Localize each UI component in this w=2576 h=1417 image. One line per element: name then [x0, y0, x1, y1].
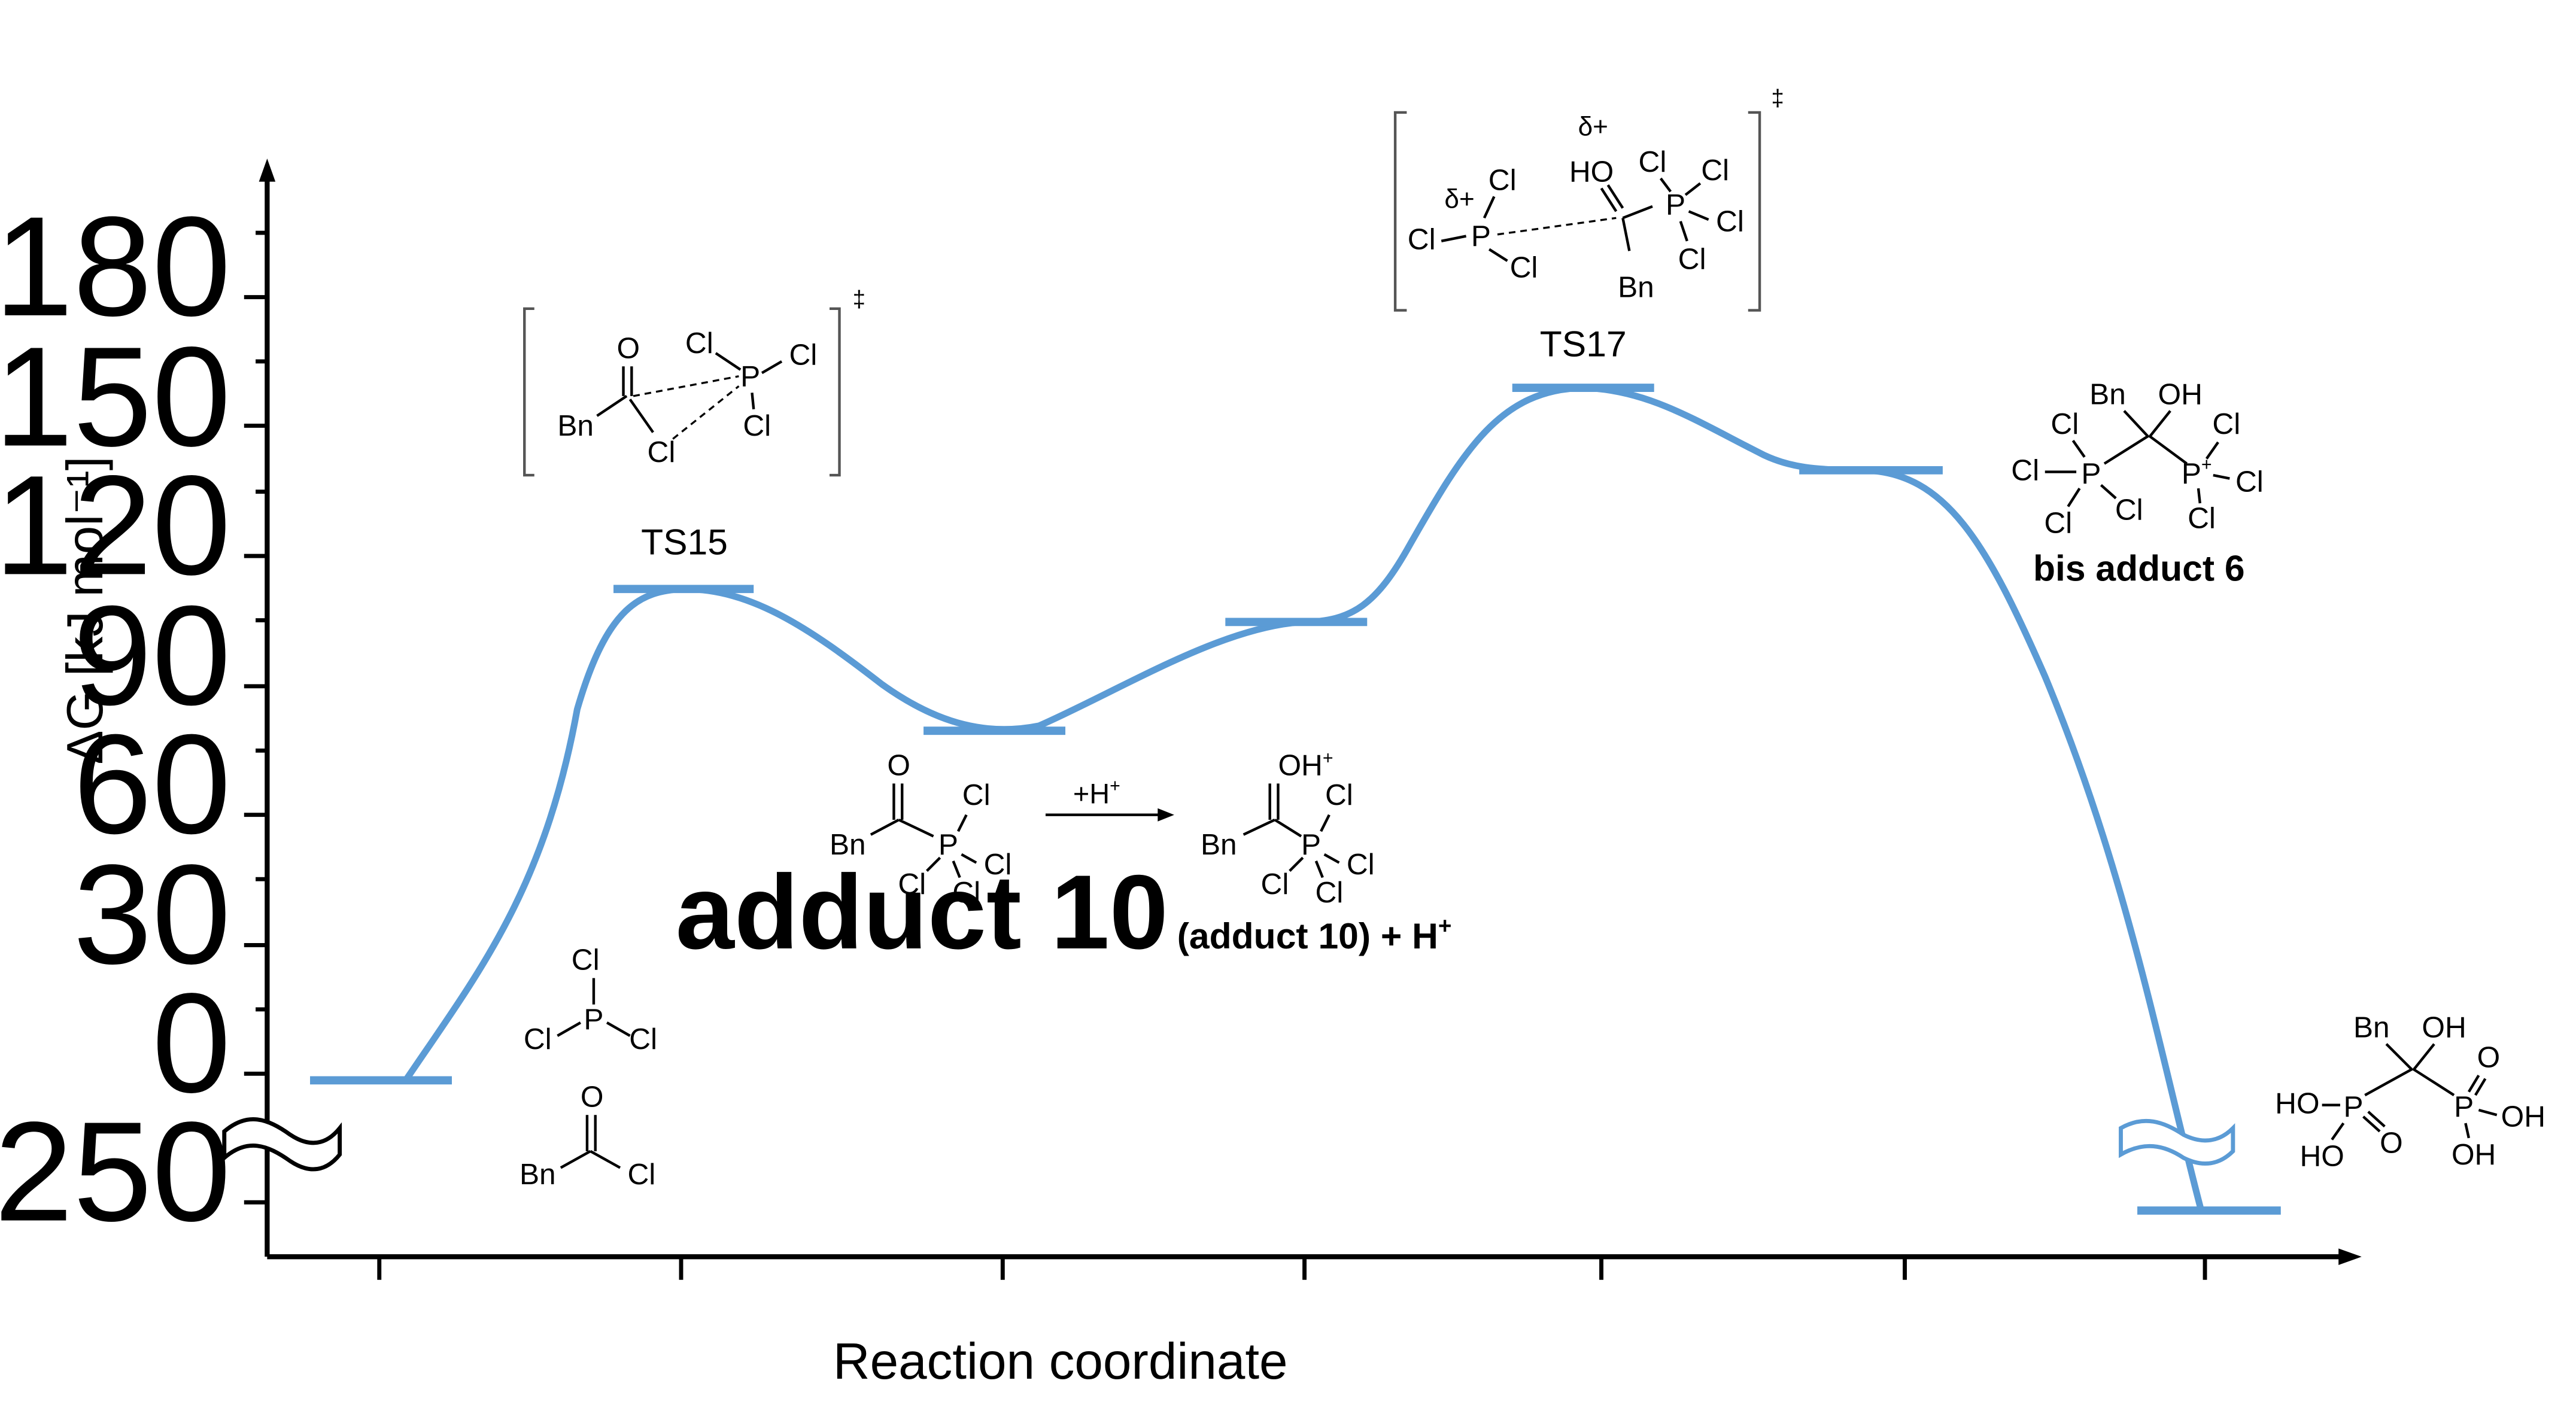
- caption-adduct10: adduct 10: [676, 853, 1168, 971]
- svg-text:OH: OH: [2158, 378, 2203, 411]
- svg-text:Cl: Cl: [743, 409, 771, 442]
- svg-text:Cl: Cl: [2188, 501, 2216, 534]
- svg-text:Cl: Cl: [648, 435, 676, 469]
- curve-break: [2119, 1118, 2235, 1166]
- y-tick-label: 60: [73, 705, 231, 863]
- svg-text:O: O: [2477, 1040, 2501, 1074]
- y-tick-label: 120: [0, 446, 231, 604]
- svg-text:Cl: Cl: [1639, 145, 1667, 178]
- svg-text:P: P: [1301, 828, 1321, 861]
- structure-bis-adduct6: Bn OH Cl P Cl Cl Cl P+ Cl Cl Cl: [2011, 378, 2264, 540]
- caption-adduct10-protonated: (adduct 10) + H+: [1177, 913, 1452, 956]
- y-tick-label: 90: [73, 576, 231, 735]
- y-tick-label: −250: [0, 1093, 231, 1251]
- svg-text:Bn: Bn: [557, 409, 594, 442]
- svg-text:P: P: [2454, 1090, 2474, 1123]
- svg-text:O: O: [581, 1080, 604, 1113]
- svg-text:OH+: OH+: [1278, 748, 1333, 782]
- svg-text:Cl: Cl: [1325, 778, 1353, 811]
- svg-text:Cl: Cl: [629, 1022, 657, 1056]
- svg-text:Cl: Cl: [1261, 867, 1289, 901]
- y-axis-break: [222, 1117, 342, 1172]
- structure-adduct10: O Bn P Cl Cl Cl Cl: [830, 749, 1011, 909]
- structure-adduct10-protonated: OH+ Bn P Cl Cl Cl Cl: [1201, 748, 1375, 908]
- x-axis-arrowhead: [2338, 1248, 2362, 1265]
- svg-text:P: P: [2343, 1090, 2363, 1123]
- label-ts17: TS17: [1540, 324, 1627, 364]
- svg-text:Cl: Cl: [1489, 163, 1517, 196]
- y-tick-label: 180: [0, 187, 231, 346]
- svg-text:HO: HO: [2275, 1086, 2319, 1120]
- caption-bis-adduct6: bis adduct 6: [2033, 548, 2245, 588]
- structure-ts17: ‡ δ+ δ+ Cl P Cl Cl HO Bn P Cl Cl Cl Cl: [1393, 86, 1784, 312]
- y-tick-label: 30: [73, 835, 231, 994]
- svg-text:HO: HO: [2299, 1139, 2344, 1173]
- svg-text:P+: P+: [2182, 455, 2212, 490]
- svg-text:P: P: [584, 1002, 603, 1036]
- structure-benzoyl-chloride: O Bn Cl: [520, 1080, 655, 1191]
- svg-text:Cl: Cl: [2212, 407, 2240, 440]
- structure-ts15: ‡ O Bn Cl P Cl Cl Cl: [523, 287, 865, 477]
- svg-text:P: P: [1471, 219, 1491, 253]
- svg-text:Cl: Cl: [984, 847, 1012, 881]
- svg-text:Cl: Cl: [2011, 453, 2039, 486]
- structure-product: Bn OH P HO HO O P O OH OH: [2275, 1011, 2545, 1173]
- svg-text:Bn: Bn: [2089, 378, 2126, 411]
- svg-text:δ+: δ+: [1578, 112, 1608, 141]
- svg-text:Cl: Cl: [1678, 242, 1706, 276]
- svg-text:OH: OH: [2452, 1138, 2496, 1171]
- svg-text:Cl: Cl: [1510, 250, 1538, 284]
- svg-text:HO: HO: [1569, 155, 1614, 188]
- svg-text:Cl: Cl: [685, 326, 713, 360]
- svg-text:O: O: [2380, 1126, 2403, 1160]
- svg-text:‡: ‡: [853, 287, 865, 312]
- svg-text:O: O: [887, 749, 910, 782]
- svg-text:P: P: [2081, 457, 2101, 490]
- svg-text:P: P: [1666, 188, 1685, 221]
- y-axis-arrowhead: [259, 159, 276, 182]
- svg-text:Bn: Bn: [830, 828, 866, 861]
- svg-text:Cl: Cl: [1716, 204, 1744, 238]
- svg-text:Cl: Cl: [1701, 153, 1729, 187]
- svg-text:δ+: δ+: [1444, 185, 1474, 214]
- state-levels: [310, 384, 2281, 1215]
- svg-text:Cl: Cl: [2235, 465, 2264, 498]
- energy-profile-curve: [403, 384, 2205, 1214]
- svg-text:Bn: Bn: [520, 1157, 556, 1191]
- svg-text:OH: OH: [2501, 1100, 2545, 1133]
- svg-text:Bn: Bn: [2353, 1011, 2390, 1044]
- x-axis-title: Reaction coordinate: [833, 1333, 1288, 1390]
- svg-text:Cl: Cl: [952, 875, 980, 909]
- structure-pcl3: Cl P Cl Cl: [524, 943, 657, 1056]
- svg-text:Cl: Cl: [1315, 875, 1343, 909]
- y-tick-label: 150: [0, 318, 231, 476]
- y-tick-label: 0: [152, 964, 231, 1123]
- svg-text:Cl: Cl: [2044, 506, 2072, 540]
- svg-text:+H+: +H+: [1073, 776, 1120, 809]
- y-tick-marks: [244, 230, 268, 1205]
- svg-text:Cl: Cl: [524, 1022, 552, 1056]
- svg-text:Cl: Cl: [1408, 223, 1436, 256]
- svg-text:Cl: Cl: [627, 1157, 655, 1191]
- svg-text:OH: OH: [2422, 1011, 2466, 1044]
- svg-text:Cl: Cl: [2051, 407, 2079, 440]
- svg-text:Cl: Cl: [1347, 847, 1375, 881]
- svg-text:Bn: Bn: [1201, 828, 1237, 861]
- svg-text:Cl: Cl: [962, 778, 991, 811]
- x-tick-marks: [377, 1257, 2207, 1280]
- label-ts15: TS15: [641, 521, 728, 562]
- svg-text:Bn: Bn: [1618, 270, 1654, 304]
- svg-text:‡: ‡: [1771, 86, 1784, 111]
- protonation-arrow: +H+: [1045, 776, 1174, 822]
- svg-text:P: P: [938, 828, 958, 861]
- svg-text:O: O: [617, 331, 640, 364]
- svg-text:Cl: Cl: [2115, 493, 2143, 527]
- y-axis-title: ΔG [kJ mol⁻¹]: [57, 457, 114, 765]
- svg-text:Cl: Cl: [898, 867, 926, 901]
- svg-text:P: P: [740, 359, 760, 393]
- svg-text:Cl: Cl: [572, 943, 600, 977]
- svg-text:Cl: Cl: [789, 337, 817, 371]
